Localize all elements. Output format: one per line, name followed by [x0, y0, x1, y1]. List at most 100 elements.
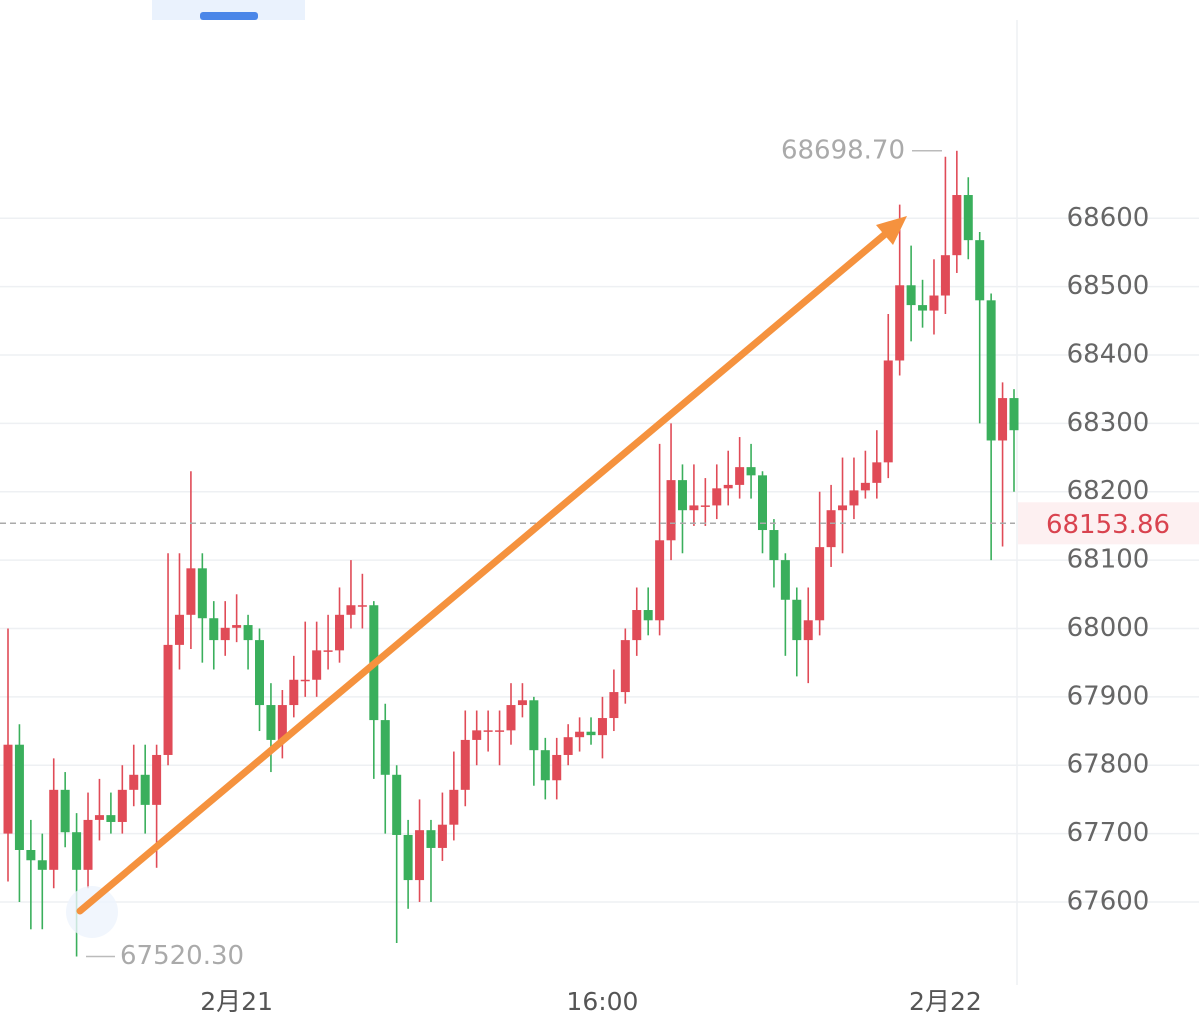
candle-body	[174, 614, 184, 645]
candle-body	[437, 824, 447, 848]
candle-body	[746, 467, 756, 476]
candle-body	[312, 650, 322, 680]
candle-body	[415, 830, 425, 881]
candle-body	[735, 467, 745, 485]
candle-body	[495, 730, 505, 732]
candle-body	[895, 285, 905, 361]
candle-body	[289, 679, 299, 706]
tab-bar[interactable]	[152, 0, 305, 20]
candle-body	[998, 398, 1008, 441]
y-tick-label: 67600	[1067, 886, 1150, 916]
x-tick-label: 2月21	[200, 987, 273, 1016]
candle-body	[655, 540, 665, 621]
candle-body	[72, 832, 82, 870]
candle-body	[152, 754, 162, 805]
grid: 67600 67700 67800 67900 68000 68100 68200 68300…	[0, 203, 1199, 1016]
candle-body	[163, 644, 173, 755]
candle-body	[49, 789, 59, 870]
candle-body	[277, 705, 287, 740]
candle-body	[357, 605, 367, 607]
candle-body	[60, 789, 70, 833]
x-tick-label: 2月22	[909, 987, 982, 1016]
y-tick-label: 67700	[1067, 818, 1150, 848]
candle-body	[26, 849, 36, 861]
candle-body	[597, 718, 607, 736]
candle-body	[483, 730, 493, 732]
candle-body	[666, 480, 676, 541]
y-tick-label: 67900	[1067, 681, 1150, 711]
candle-body	[186, 568, 196, 615]
candle-body	[403, 834, 413, 881]
candle-body	[449, 789, 459, 825]
candle-body	[815, 547, 825, 621]
candle-body	[220, 627, 230, 641]
draw-tool-handle[interactable]	[66, 886, 118, 938]
last-price-label: 68153.86	[1046, 510, 1170, 540]
candle-body	[426, 830, 436, 848]
annotations: 68698.70 67520.30 68153.86	[0, 135, 1199, 971]
candle-body	[529, 700, 539, 751]
candle-body	[643, 610, 653, 621]
candle-body	[838, 505, 848, 511]
candle-body	[392, 774, 402, 835]
trend-arrow-head	[876, 216, 907, 245]
candle-body	[243, 625, 253, 641]
candle-body	[632, 610, 642, 641]
candle-body	[563, 737, 573, 755]
y-tick-label: 68200	[1067, 476, 1150, 506]
x-tick-label: 16:00	[566, 987, 638, 1016]
candle-body	[792, 599, 802, 641]
candle-body	[677, 480, 687, 511]
y-tick-label: 68500	[1067, 271, 1150, 301]
candle-body	[620, 640, 630, 693]
candle-body	[380, 720, 390, 775]
candle-body	[140, 774, 150, 805]
candle-body	[883, 360, 893, 463]
candle-body	[906, 285, 916, 306]
candle-body	[83, 819, 93, 870]
candle-body	[14, 744, 24, 850]
candle-body	[335, 614, 345, 651]
candle-body	[460, 739, 470, 790]
tab-indicator[interactable]	[200, 12, 258, 20]
candle-body	[929, 295, 939, 311]
candle-body	[540, 750, 550, 781]
candle-body	[129, 774, 139, 790]
high-label: 68698.70	[781, 135, 905, 165]
low-label: 67520.30	[120, 941, 244, 971]
candle-body	[1009, 398, 1019, 431]
candle-body	[963, 195, 973, 241]
candle-body	[849, 490, 859, 506]
candles	[3, 150, 1019, 957]
candle-body	[780, 560, 790, 600]
candle-body	[106, 815, 116, 822]
candle-body	[209, 618, 219, 641]
candle-body	[712, 488, 722, 506]
last-price-box	[1018, 502, 1199, 545]
candle-body	[552, 754, 562, 781]
candle-body	[952, 195, 962, 256]
candle-body	[689, 505, 699, 511]
candle-body	[255, 640, 264, 706]
candle-body	[803, 620, 813, 641]
candle-body	[197, 568, 207, 619]
candle-body	[117, 789, 127, 822]
candle-body	[723, 484, 733, 489]
y-tick-label: 68400	[1067, 340, 1150, 370]
candle-body	[506, 705, 516, 731]
y-tick-label: 68100	[1067, 545, 1150, 575]
candle-body	[3, 744, 13, 834]
candle-body	[609, 692, 619, 719]
candle-body	[872, 462, 882, 483]
candle-body	[986, 300, 996, 441]
candle-body	[346, 605, 356, 615]
candle-body	[700, 505, 710, 507]
candle-body	[472, 730, 482, 740]
candle-body	[769, 530, 779, 561]
candle-body	[37, 860, 47, 870]
candle-body	[860, 482, 870, 491]
trend-arrow	[76, 226, 894, 915]
candle-body	[232, 625, 242, 628]
candle-body	[323, 650, 333, 652]
